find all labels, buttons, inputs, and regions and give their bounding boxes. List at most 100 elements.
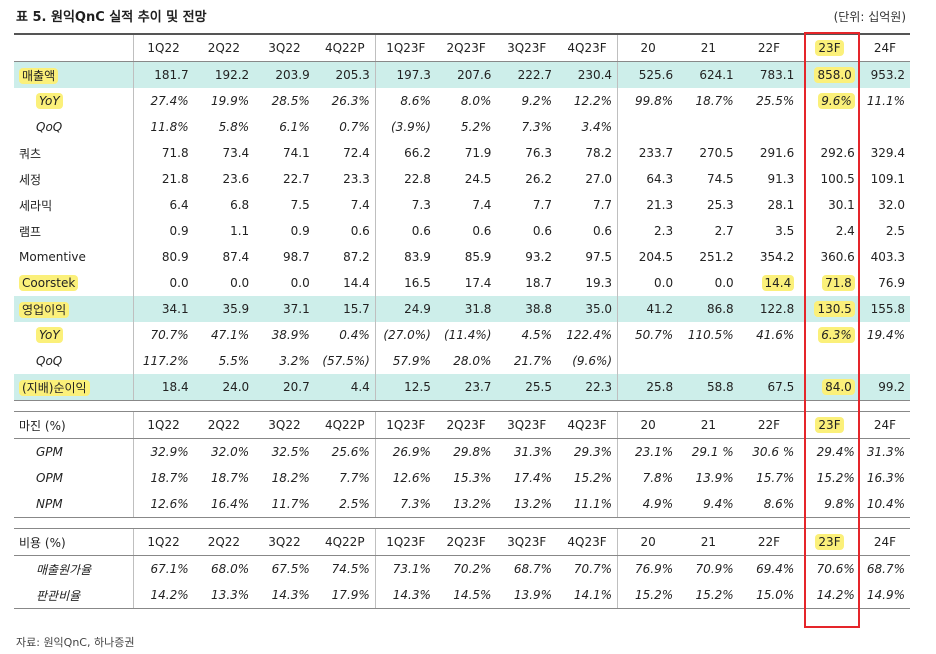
cell-value: 9.2%	[521, 94, 552, 108]
gap-cell	[14, 400, 134, 412]
table-cell: 0.0	[678, 270, 739, 296]
cell-value: 21.3	[646, 198, 674, 212]
cell-value: 15.2%	[573, 471, 613, 485]
table-cell: 11.7%	[254, 491, 315, 518]
cell-value: 97.5	[585, 250, 613, 264]
table-cell: 525.6	[617, 61, 679, 88]
cell-value: 24.9	[404, 302, 431, 316]
column-header: 3Q23F	[496, 528, 557, 556]
table-cell: 68.7%	[496, 556, 557, 583]
cell-value: 15.2%	[816, 471, 855, 485]
table-cell: 32.9%	[132, 438, 194, 465]
gap-cell	[859, 517, 910, 529]
cell-value: 68.7%	[866, 562, 905, 576]
cell-value: 98.7	[283, 250, 310, 264]
cell-value: 7.7%	[339, 471, 370, 485]
cell-value: 7.8%	[642, 471, 674, 485]
gap-cell	[799, 517, 860, 529]
financial-table: 1Q22 2Q22 3Q22 4Q22P 1Q23F 2Q23F 3Q23F 4Q23F 20 2…	[14, 33, 910, 609]
cell-value: 27.0	[585, 172, 613, 186]
table-cell: 21.3	[617, 192, 679, 218]
table-cell: 14.5%	[435, 582, 497, 609]
cell-value: 14.4	[761, 275, 795, 291]
table-cell: 29.8%	[436, 439, 497, 466]
table-cell: 70.7%	[132, 322, 194, 348]
cell-value: 5.8%	[218, 120, 250, 134]
cell-value: 25.6%	[331, 445, 370, 459]
table-cell: 25.5%	[739, 88, 800, 114]
cell-value: 5.2%	[460, 120, 492, 134]
table-cell: 80.9	[132, 244, 194, 270]
table-cell: 70.9%	[678, 556, 739, 583]
cell-value: 13.9%	[695, 471, 734, 485]
header-label	[14, 33, 134, 62]
table-cell: 68.0%	[194, 556, 255, 583]
table-cell	[678, 348, 739, 374]
table-cell: 4.9%	[617, 491, 679, 518]
cell-value: 38.9%	[271, 328, 310, 342]
table-row: NPM 12.6% 16.4% 11.7% 2.5% 7.3% 13.2% 13.2% 11.1…	[14, 491, 910, 518]
table-cell	[678, 114, 739, 140]
cell-value: 14.1%	[573, 588, 613, 602]
table-cell: 29.1 %	[678, 439, 739, 466]
cell-value: 0.9	[169, 224, 189, 238]
table-cell: 24.9	[374, 296, 436, 322]
cell-value: 30.1	[828, 198, 855, 212]
table-cell: 93.2	[496, 244, 557, 270]
table-cell: 70.6%	[799, 556, 860, 583]
cell-value: 58.8	[706, 380, 734, 394]
row-label: 매출액	[14, 61, 134, 88]
cell-value: 122.4%	[566, 328, 613, 342]
column-header: 4Q22P	[314, 411, 376, 439]
cell-value: 68.0%	[211, 562, 250, 576]
cell-value: 0.6	[592, 224, 613, 238]
cell-value: 29.8%	[453, 445, 492, 459]
cell-value: 7.5	[290, 198, 310, 212]
table-cell: 360.6	[799, 244, 860, 270]
cell-value: (3.9%)	[391, 120, 431, 134]
cell-value: 18.2%	[271, 471, 310, 485]
cell-value: 68.7%	[513, 562, 552, 576]
table-cell: 41.6%	[739, 322, 800, 348]
table-cell: 67.5%	[254, 556, 315, 583]
cell-value: 18.4	[161, 380, 189, 394]
table-cell: 0.9	[132, 218, 194, 244]
table-cell: 19.4%	[860, 322, 910, 348]
table-cell: 3.2%	[254, 348, 315, 374]
table-cell: 68.7%	[860, 556, 910, 583]
cell-value: 57.9%	[392, 354, 431, 368]
table-cell: 15.7%	[739, 465, 800, 491]
cell-value: 291.6	[759, 146, 795, 160]
row-label: 판관비율	[14, 582, 134, 609]
cell-value: 0.6	[411, 224, 431, 238]
table-cell: 204.5	[617, 244, 679, 270]
cell-value: 100.5	[820, 172, 855, 186]
column-header: 1Q23F	[374, 528, 436, 556]
table-cell: 18.2%	[254, 465, 315, 491]
table-cell: 74.5%	[315, 556, 376, 583]
table-cell: 15.2%	[617, 582, 679, 609]
cell-value: 10.4%	[866, 497, 905, 511]
table-cell: 14.1%	[556, 582, 618, 609]
table-cell: 109.1	[860, 166, 910, 192]
cell-value: 4.5%	[521, 328, 552, 342]
table-cell: 197.3	[374, 61, 436, 88]
cell-value: 24.5	[464, 172, 492, 186]
table-cell: 13.2%	[496, 491, 557, 518]
cell-value: 204.5	[638, 250, 674, 264]
table-cell: 17.4%	[496, 465, 557, 491]
gap-cell	[375, 517, 436, 529]
table-cell: 9.8%	[799, 491, 860, 518]
cell-value: 7.4	[350, 198, 370, 212]
cell-value: 0.0	[169, 276, 189, 290]
cell-value: 70.7%	[150, 328, 189, 342]
row-label-text: 쿼츠	[19, 146, 42, 161]
cell-value: 7.3%	[521, 120, 552, 134]
table-row: 세라믹 6.4 6.8 7.5 7.4 7.3 7.4 7.7 7.7 21.3 25.3 28.1 3…	[14, 192, 910, 218]
row-label-text: 램프	[19, 224, 42, 239]
cell-value: 15.0%	[756, 588, 795, 602]
cell-value: 13.2%	[513, 497, 552, 511]
table-cell: (9.6%)	[557, 348, 618, 374]
table-cell: 13.9%	[496, 582, 557, 609]
table-cell: 14.3%	[374, 582, 436, 609]
